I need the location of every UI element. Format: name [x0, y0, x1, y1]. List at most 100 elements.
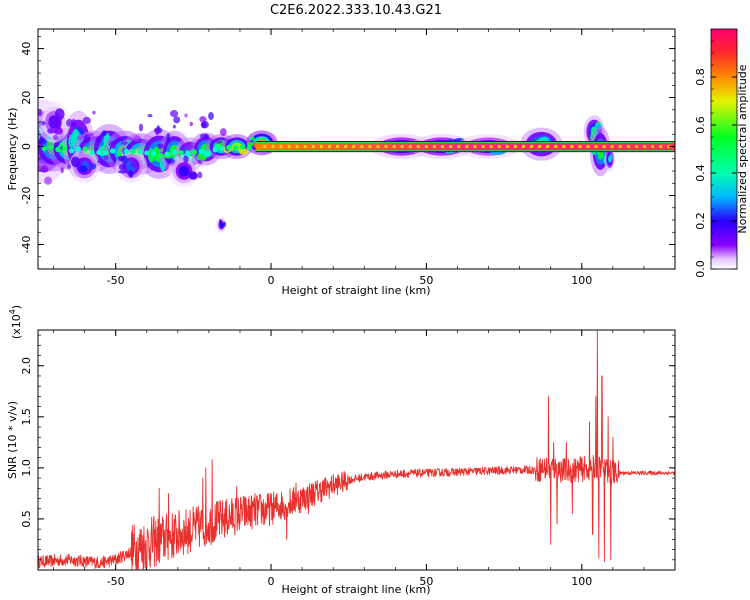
carrier-band-dot — [319, 144, 323, 149]
snr-ytick-label: 0.5 — [20, 510, 33, 528]
snr-xlabel: Height of straight line (km) — [281, 583, 430, 596]
carrier-band-dot — [537, 144, 542, 149]
colorbar-label: Normalized spectral amplitude — [736, 64, 749, 233]
spectrogram-ytick-label: -20 — [20, 187, 33, 205]
spectrogram-speck — [170, 110, 179, 118]
carrier-band-dot — [497, 144, 501, 149]
carrier-band-dot — [457, 144, 461, 149]
colorbar-gradient — [710, 28, 738, 270]
snr-ylabel: SNR (10 * v/v) — [6, 401, 19, 479]
colorbar: 0.0 0.2 0.4 0.6 0.8 Normalized spectral ampl… — [694, 28, 749, 278]
spectrogram-speck — [179, 172, 185, 178]
spectrogram-speck — [215, 139, 223, 144]
snr-plot-area — [38, 330, 675, 570]
spectrogram-dot — [75, 146, 81, 152]
spectrogram-ticks: -50 0 50 100 -40 -20 0 20 40 — [20, 29, 676, 287]
spectrogram-speck — [83, 134, 91, 144]
spectrogram-speck — [197, 160, 203, 164]
spectrogram-speck — [138, 123, 144, 132]
snr-ytick-label: 2.0 — [20, 357, 33, 375]
carrier-band-dot — [554, 144, 558, 149]
spectrogram-dot — [116, 151, 123, 157]
snr-yscale: (x104) — [8, 305, 23, 339]
spectrogram-ytick-label: 0 — [20, 143, 33, 150]
carrier-band-dot — [400, 144, 404, 149]
spectrogram-speck — [52, 134, 59, 141]
spectrogram-speck — [104, 153, 109, 161]
carrier-band-dot — [465, 144, 469, 149]
carrier-band-dot — [392, 144, 396, 149]
spectrogram-speck — [199, 116, 207, 123]
carrier-band-dot — [279, 144, 283, 149]
spectrogram-dot — [68, 148, 75, 154]
spectrogram-dot — [164, 151, 170, 157]
carrier-band-dot — [424, 144, 429, 149]
spectrogram-blob — [68, 149, 101, 183]
spectrogram-dot — [226, 144, 232, 150]
spectrogram-dot — [123, 148, 129, 154]
spectrogram-speck — [155, 127, 160, 136]
spectrogram-speck — [60, 167, 64, 174]
spectrogram-dot — [82, 146, 88, 152]
spectrogram-dot — [192, 149, 198, 155]
spectrogram-speck — [184, 113, 188, 118]
spectrogram-ytick-label: 20 — [20, 91, 33, 105]
carrier-band-dot — [449, 144, 453, 149]
spectrogram-speck — [133, 135, 141, 143]
spectrogram-speck — [47, 128, 55, 134]
carrier-band-dot — [311, 144, 315, 149]
spectrogram-dot — [178, 149, 184, 156]
spectrogram-speck — [88, 132, 94, 137]
spectrogram-speck — [82, 116, 91, 124]
carrier-band-dot — [578, 144, 582, 149]
spectrogram-speck — [157, 143, 164, 150]
spectrogram-dot — [157, 152, 164, 158]
spectrogram-speck — [40, 165, 49, 173]
spectrogram-dot — [103, 150, 109, 156]
spectrogram-speck — [71, 118, 77, 128]
spectrogram-speck — [220, 128, 227, 136]
carrier-band-dot — [586, 144, 590, 149]
carrier-band-dot — [327, 144, 332, 149]
carrier-band-dot — [335, 144, 340, 149]
spectrogram-speck — [147, 114, 153, 118]
carrier-band-dot — [505, 144, 509, 149]
carrier-band-dot — [368, 144, 372, 149]
spectrogram-dot — [233, 144, 239, 151]
spectrogram-speck — [44, 176, 53, 185]
svg-text:(x104): (x104) — [8, 305, 23, 339]
carrier-band-dot — [618, 144, 622, 149]
spectrogram-speck — [41, 120, 46, 126]
carrier-band-dot — [521, 144, 525, 149]
carrier-band-dot — [295, 144, 299, 149]
spectrogram-speck — [95, 136, 103, 144]
snr-xtick-label: 100 — [571, 575, 592, 588]
spectrogram-speck — [38, 109, 43, 117]
snr-yscale-base: (x10 — [10, 314, 23, 339]
spectrogram-dot — [55, 146, 61, 152]
carrier-band-dot — [287, 144, 291, 149]
spectrogram-ylabel: Frequency (Hz) — [6, 108, 19, 191]
spectrogram-dot — [89, 149, 95, 156]
carrier-band-dot — [473, 144, 477, 149]
spectrogram-speck — [199, 133, 209, 139]
carrier-band-dot — [634, 144, 639, 149]
carrier-band-dot — [546, 144, 550, 149]
spectrogram-frame — [37, 28, 676, 270]
spectrogram-speck — [108, 140, 117, 147]
spectrogram-dot — [239, 144, 246, 150]
spectrogram-xlabel: Height of straight line (km) — [281, 284, 430, 297]
carrier-band-dot — [384, 144, 388, 149]
spectrogram-dot — [171, 149, 177, 155]
spectrogram-dot — [185, 151, 191, 157]
spectrogram-dot — [198, 148, 205, 155]
carrier-band-dot — [416, 144, 420, 149]
spectrogram-speck — [92, 110, 96, 115]
carrier-band-dot — [513, 144, 517, 149]
spectrogram-blob — [604, 146, 616, 172]
carrier-band-dot — [360, 144, 364, 149]
spectrogram-dot — [48, 144, 54, 150]
snr-yscale-close: ) — [10, 305, 23, 309]
spectrogram-speck — [117, 170, 126, 174]
